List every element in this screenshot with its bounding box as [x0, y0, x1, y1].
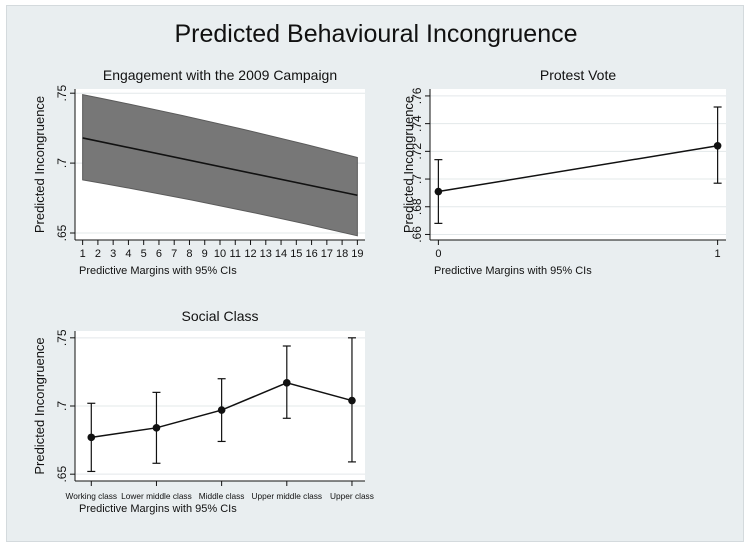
protest-ytick-label: .66 — [410, 226, 424, 243]
engagement-ytick-label: .7 — [55, 158, 69, 168]
engagement-xtick-label: 6 — [156, 248, 162, 260]
engagement-xtick-label: 13 — [260, 248, 272, 260]
engagement-ytick-label: .75 — [55, 85, 69, 102]
protest-ytick-label: .72 — [410, 143, 424, 160]
engagement-title: Engagement with the 2009 Campaign — [103, 67, 337, 83]
engagement-xtick-label: 9 — [202, 248, 208, 260]
engagement-xtick-label: 11 — [230, 248, 241, 260]
engagement-ci-band — [82, 93, 358, 237]
engagement-xtick-label: 10 — [214, 248, 226, 260]
protest-ytick-label: .68 — [410, 198, 424, 215]
social-xlabel: Predictive Margins with 95% CIs — [79, 503, 237, 515]
figure-title: Predicted Behavioural Incongruence — [174, 20, 578, 48]
social-ytick-label: .7 — [55, 401, 69, 411]
protest-series-line — [438, 145, 718, 193]
social-data-point — [348, 396, 356, 405]
engagement-xtick-label: 4 — [125, 248, 131, 260]
protest-xlabel: Predictive Margins with 95% CIs — [434, 265, 592, 277]
social-ylabel: Predicted Incongruence — [32, 337, 47, 474]
engagement-xtick-label: 5 — [141, 248, 147, 260]
social-xtick-label: Upper class — [330, 491, 374, 501]
protest-ylabel: Predicted Incongruence — [401, 96, 416, 233]
protest-plot-area — [430, 89, 726, 240]
social-xtick-label: Middle class — [199, 491, 245, 501]
engagement-xtick-label: 18 — [336, 248, 348, 260]
social-xtick-label: Upper middle class — [252, 491, 323, 501]
social-data-point — [152, 424, 161, 432]
social-ytick-label: .65 — [55, 466, 69, 483]
protest-ytick-label: .74 — [410, 115, 424, 132]
engagement-xtick-label: 8 — [186, 248, 192, 260]
social-ytick-label: .75 — [55, 329, 69, 346]
engagement-xtick-label: 17 — [321, 248, 333, 260]
engagement-xtick-label: 3 — [110, 248, 116, 260]
engagement-xtick-label: 19 — [351, 248, 363, 260]
protest-data-point — [434, 187, 443, 196]
protest-title: Protest Vote — [540, 67, 616, 83]
protest-xtick-label: 1 — [715, 248, 721, 260]
engagement-xtick-label: 2 — [95, 248, 101, 260]
protest-ytick-label: .7 — [410, 174, 424, 184]
social-data-point — [282, 379, 291, 387]
social-title: Social Class — [181, 308, 258, 324]
social-xtick-label: Working class — [66, 491, 118, 501]
engagement-xlabel: Predictive Margins with 95% CIs — [79, 265, 237, 277]
protest-xtick-label: 0 — [435, 248, 441, 260]
engagement-prediction-line — [82, 137, 358, 197]
protest-ytick-label: .76 — [410, 87, 424, 104]
protest-data-point — [713, 141, 722, 150]
figure-background: Predicted Behavioural Incongruence .65 .7… — [6, 5, 744, 542]
social-data-point — [217, 406, 226, 414]
social-xtick-label: Lower middle class — [121, 491, 192, 501]
engagement-ylabel: Predicted Incongruence — [32, 96, 47, 233]
engagement-xtick-label: 12 — [244, 248, 256, 260]
engagement-xtick-label: 14 — [275, 248, 287, 260]
engagement-ytick-label: .65 — [55, 224, 69, 241]
social-data-point — [87, 433, 96, 442]
engagement-xtick-label: 1 — [80, 248, 86, 260]
engagement-xtick-label: 7 — [171, 248, 177, 260]
engagement-xtick-label: 16 — [305, 248, 317, 260]
engagement-xtick-label: 15 — [290, 248, 302, 260]
